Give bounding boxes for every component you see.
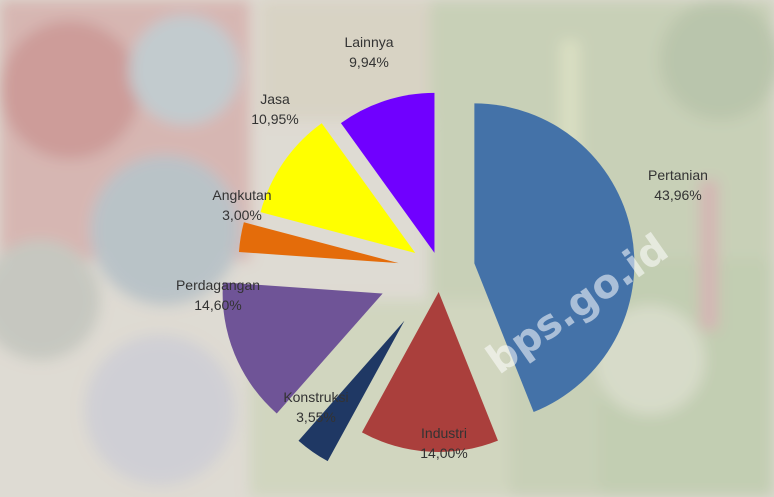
slice-value-jasa: 10,95% [251, 111, 298, 127]
slice-value-konstruksi: 3,55% [296, 409, 336, 425]
pie-slice-perdagangan [222, 282, 383, 414]
pie-slice-pertanian [474, 103, 635, 413]
pie-slice-konstruksi [298, 320, 405, 462]
slice-label-perdagangan: Perdagangan [176, 277, 260, 293]
slice-value-lainnya: 9,94% [349, 54, 389, 70]
slice-label-angkutan: Angkutan [212, 187, 271, 203]
slice-value-angkutan: 3,00% [222, 207, 262, 223]
slice-value-industri: 14,00% [420, 445, 467, 461]
pie-slices [222, 92, 635, 462]
slice-value-perdagangan: 14,60% [194, 297, 241, 313]
slice-label-lainnya: Lainnya [344, 34, 393, 50]
pie-slice-angkutan [238, 222, 399, 264]
slice-label-pertanian: Pertanian [648, 167, 708, 183]
slice-value-pertanian: 43,96% [654, 187, 701, 203]
pie-slice-industri [361, 291, 498, 452]
pie-slice-lainnya [340, 92, 435, 253]
slice-label-industri: Industri [421, 425, 467, 441]
pie-slice-jasa [260, 123, 416, 254]
slice-label-jasa: Jasa [260, 91, 290, 107]
slice-labels: Pertanian 43,96% Industri 14,00% Konstruksi 3… [176, 34, 708, 461]
slice-label-konstruksi: Konstruksi [283, 389, 348, 405]
